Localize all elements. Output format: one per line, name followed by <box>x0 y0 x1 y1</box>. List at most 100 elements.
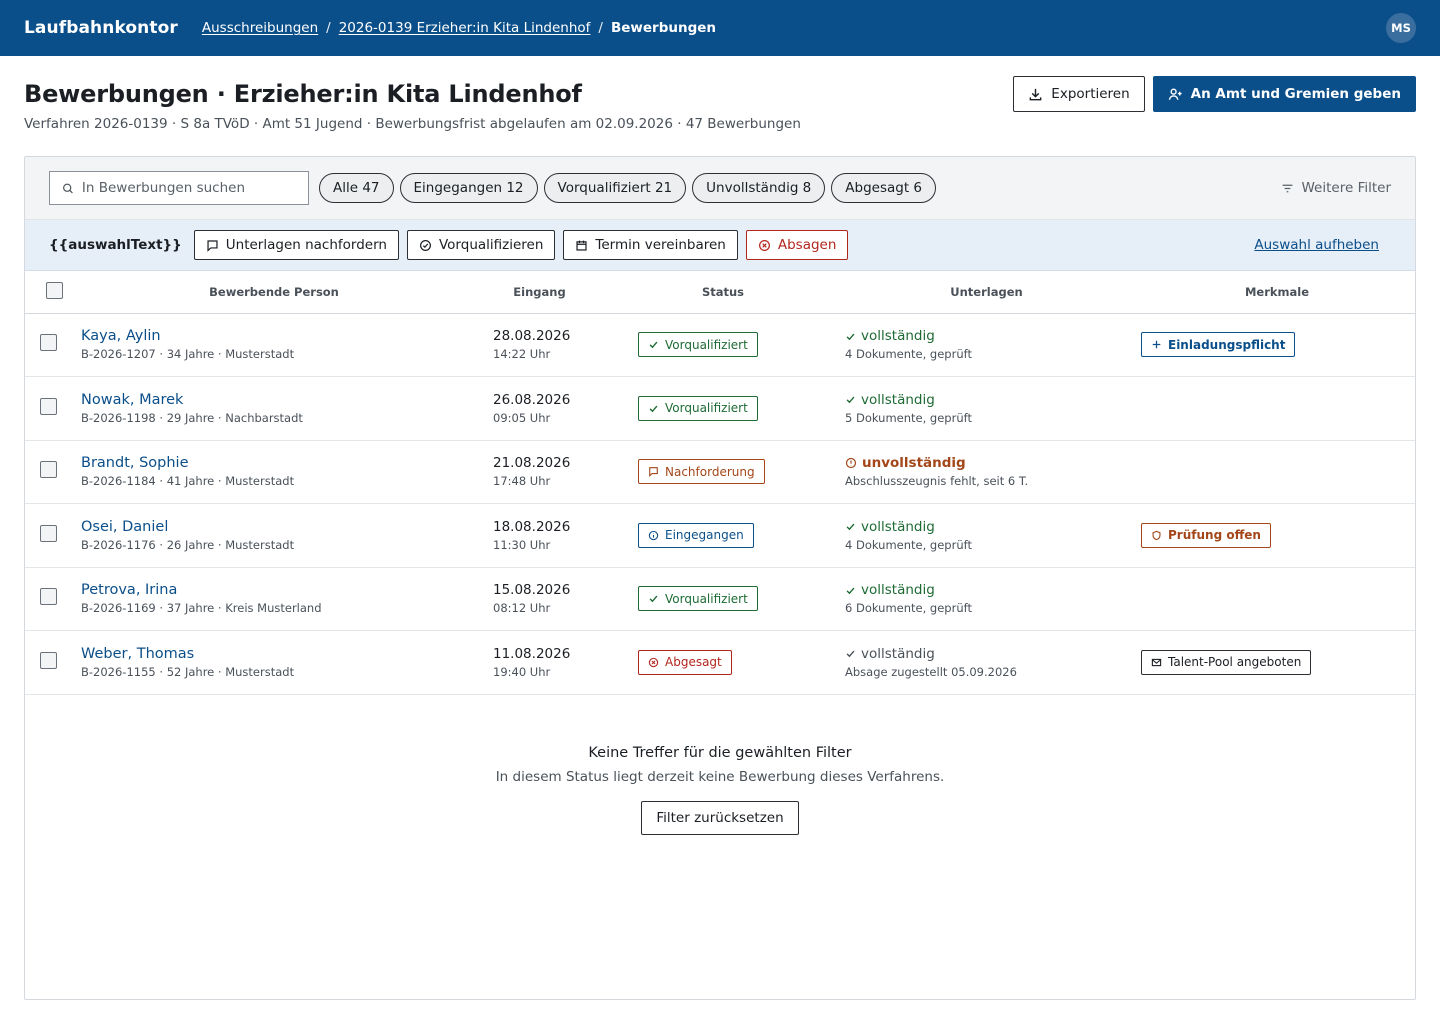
received-cell: 26.08.2026 09:05 Uhr <box>467 376 612 441</box>
feature-tag[interactable]: Prüfung offen <box>1141 522 1271 548</box>
applicant-details: B-2026-1169 · 37 Jahre · Kreis Musterlan… <box>81 601 322 616</box>
schedule-appointment-button[interactable]: Termin vereinbaren <box>563 230 738 260</box>
received-date: 11.08.2026 <box>493 645 571 662</box>
column-header-person[interactable]: Bewerbende Person <box>81 271 467 314</box>
export-button[interactable]: Exportieren <box>1013 76 1145 112</box>
status-cell: Nachforderung <box>612 440 834 504</box>
row-checkbox[interactable] <box>40 524 57 542</box>
feature-tag[interactable]: Talent-Pool angeboten <box>1141 649 1312 675</box>
row-checkbox[interactable] <box>40 588 57 606</box>
applicant-name-link[interactable]: Weber, Thomas <box>81 645 195 662</box>
chip-alle[interactable]: Alle 47 <box>319 173 394 203</box>
table-row[interactable]: Brandt, Sophie B-2026-1184 · 41 Jahre · M… <box>25 440 1415 504</box>
documents-status-label: vollständig <box>861 645 935 662</box>
message-icon <box>207 239 218 252</box>
more-filters-button[interactable]: Weitere Filter <box>1281 180 1391 196</box>
empty-state-title: Keine Treffer für die gewählten Filter <box>588 744 852 761</box>
table-row[interactable]: Kaya, Aylin B-2026-1207 · 34 Jahre · Must… <box>25 313 1415 377</box>
applicant-name-link[interactable]: Osei, Daniel <box>81 518 169 535</box>
applicant-details: B-2026-1207 · 34 Jahre · Musterstadt <box>81 347 295 362</box>
documents-status: unvollständig <box>845 455 1139 471</box>
breadcrumb: Ausschreibungen / 2026-0139 Erzieher:in … <box>202 20 716 36</box>
documents-cell: vollständig 6 Dokumente, geprüft <box>834 567 1139 631</box>
clear-selection-link[interactable]: Auswahl aufheben <box>1254 237 1379 253</box>
received-date: 18.08.2026 <box>493 518 571 535</box>
column-header-eingang[interactable]: Eingang <box>467 271 612 314</box>
column-header-unterlagen[interactable]: Unterlagen <box>834 271 1139 314</box>
status-badge: Vorqualifiziert <box>638 586 758 612</box>
status-filter-chips: Alle 47 Eingegangen 12 Vorqualifiziert 2… <box>319 173 937 203</box>
features-cell <box>1139 376 1415 441</box>
applicant-name-link[interactable]: Petrova, Irina <box>81 582 178 599</box>
schedule-appointment-label: Termin vereinbaren <box>595 237 726 253</box>
column-header-status[interactable]: Status <box>612 271 834 314</box>
table-row[interactable]: Weber, Thomas B-2026-1155 · 52 Jahre · Mu… <box>25 630 1415 695</box>
export-label: Exportieren <box>1051 86 1130 102</box>
applicant-name-link[interactable]: Nowak, Marek <box>81 391 184 408</box>
row-checkbox[interactable] <box>40 461 57 479</box>
documents-cell: vollständig 4 Dokumente, geprüft <box>834 313 1139 377</box>
feature-tag[interactable]: Einladungspflicht <box>1141 332 1296 358</box>
status-label: Vorqualifiziert <box>665 337 748 352</box>
chip-eingegangen[interactable]: Eingegangen 12 <box>399 173 538 203</box>
reject-button[interactable]: Absagen <box>745 230 849 260</box>
prequalify-button[interactable]: Vorqualifizieren <box>406 230 556 260</box>
documents-status-label: vollständig <box>861 518 935 535</box>
check-icon <box>845 331 856 342</box>
applicant-name-link[interactable]: Kaya, Aylin <box>81 328 161 345</box>
empty-state: Keine Treffer für die gewählten Filter I… <box>25 745 1415 835</box>
applications-table: Bewerbende Person Eingang Status Unterla… <box>25 271 1415 695</box>
row-checkbox[interactable] <box>40 334 57 352</box>
features-cell <box>1139 567 1415 631</box>
check-icon <box>648 593 659 604</box>
breadcrumb-ausschreibungen[interactable]: Ausschreibungen <box>201 20 319 36</box>
selection-bar: {{auswahlText}} Unterlagen nachfordern V… <box>25 220 1415 271</box>
info-icon <box>648 530 659 541</box>
check-icon <box>845 648 856 659</box>
row-checkbox[interactable] <box>40 397 57 415</box>
app-brand[interactable]: Laufbahnkontor <box>24 18 178 38</box>
status-badge: Vorqualifiziert <box>638 395 758 421</box>
status-badge: Abgesagt <box>638 649 732 675</box>
person-cell: Osei, Daniel B-2026-1176 · 26 Jahre · Mus… <box>81 503 467 568</box>
received-time: 14:22 Uhr <box>493 347 551 362</box>
prequalify-label: Vorqualifizieren <box>438 237 544 253</box>
reset-filters-button[interactable]: Filter zurücksetzen <box>641 800 799 835</box>
table-row[interactable]: Nowak, Marek B-2026-1198 · 29 Jahre · Nac… <box>25 376 1415 441</box>
request-documents-label: Unterlagen nachfordern <box>225 237 387 253</box>
status-cell: Vorqualifiziert <box>612 313 834 377</box>
applicant-name-link[interactable]: Brandt, Sophie <box>81 455 189 472</box>
status-label: Eingegangen <box>665 528 744 543</box>
select-all-checkbox[interactable] <box>46 281 63 299</box>
search-input[interactable] <box>81 180 296 196</box>
received-cell: 11.08.2026 19:40 Uhr <box>467 630 612 695</box>
features-cell: Prüfung offen <box>1139 503 1415 568</box>
column-header-merkmale[interactable]: Merkmale <box>1139 271 1415 314</box>
documents-status-label: unvollständig <box>862 455 966 472</box>
empty-state-text: In diesem Status liegt derzeit keine Bew… <box>495 768 945 785</box>
received-cell: 18.08.2026 11:30 Uhr <box>467 503 612 568</box>
table-row[interactable]: Osei, Daniel B-2026-1176 · 26 Jahre · Mus… <box>25 503 1415 568</box>
check-circle-icon <box>420 239 431 251</box>
message-icon <box>648 466 659 478</box>
forward-to-office-button[interactable]: An Amt und Gremien geben <box>1152 76 1416 112</box>
features-cell: Einladungspflicht <box>1139 313 1415 377</box>
chip-unvollstaendig[interactable]: Unvollständig 8 <box>692 173 826 203</box>
top-bar: Laufbahnkontor Ausschreibungen / 2026-01… <box>0 0 1440 56</box>
row-select-cell <box>25 440 81 504</box>
select-all-cell <box>25 271 81 314</box>
documents-detail: Absage zugestellt 05.09.2026 <box>845 664 1017 679</box>
breadcrumb-separator: / <box>326 20 331 36</box>
row-checkbox[interactable] <box>40 651 57 669</box>
person-cell: Weber, Thomas B-2026-1155 · 52 Jahre · Mu… <box>81 630 467 695</box>
received-cell: 28.08.2026 14:22 Uhr <box>467 313 612 377</box>
user-avatar[interactable]: MS <box>1386 13 1416 43</box>
breadcrumb-verfahren[interactable]: 2026-0139 Erzieher:in Kita Lindenhof <box>338 20 591 36</box>
chip-abgesagt[interactable]: Abgesagt 6 <box>831 173 937 203</box>
request-documents-button[interactable]: Unterlagen nachfordern <box>193 230 399 260</box>
chip-vorqualifiziert[interactable]: Vorqualifiziert 21 <box>543 173 687 203</box>
status-cell: Eingegangen <box>612 503 834 568</box>
documents-cell: vollständig 5 Dokumente, geprüft <box>834 376 1139 441</box>
table-row[interactable]: Petrova, Irina B-2026-1169 · 37 Jahre · K… <box>25 567 1415 631</box>
documents-status: vollständig <box>845 328 1139 344</box>
